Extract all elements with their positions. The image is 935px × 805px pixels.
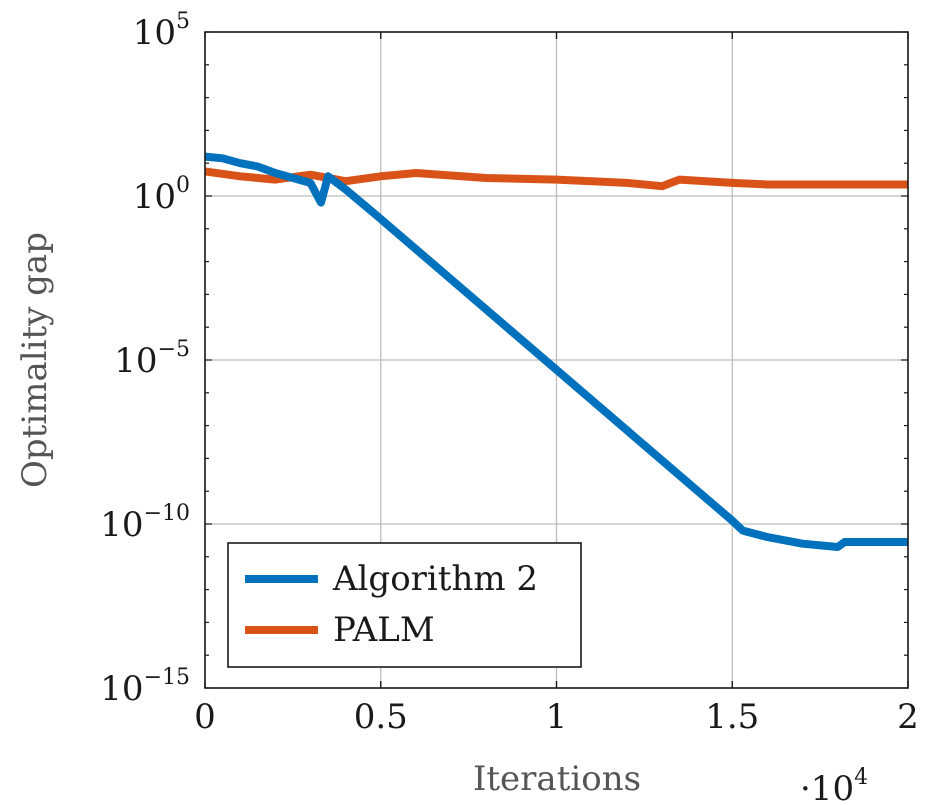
x-tick-label-1: 0.5 xyxy=(354,697,408,737)
y-tick-label-2: 10−5 xyxy=(114,337,190,381)
y-tick-label-1: 100 xyxy=(133,173,190,217)
x-tick-labels: 0 0.5 1 1.5 2 xyxy=(194,697,919,737)
legend: Algorithm 2 PALM xyxy=(227,542,582,668)
y-tick-base: 10 xyxy=(114,341,157,381)
y-tick-label-0: 105 xyxy=(133,9,190,53)
series-layer xyxy=(204,152,908,551)
y-tick-exp: 5 xyxy=(176,9,190,34)
legend-box xyxy=(227,542,582,668)
y-tick-base: 10 xyxy=(133,177,176,217)
y-tick-exp: −10 xyxy=(144,501,190,526)
tick-marks xyxy=(204,31,909,689)
y-tick-label-3: 10−10 xyxy=(100,501,190,545)
y-tick-exp: −15 xyxy=(144,665,190,690)
y-axis-label: Optimality gap xyxy=(15,232,55,488)
x-multiplier-exp: 4 xyxy=(854,765,868,790)
x-multiplier-base: ·10 xyxy=(800,769,854,805)
y-tick-exp: −5 xyxy=(158,337,190,362)
x-tick-label-2: 1 xyxy=(546,697,568,737)
y-tick-label-4: 10−15 xyxy=(100,665,190,709)
y-tick-base: 10 xyxy=(100,505,143,545)
legend-label-palm: PALM xyxy=(333,610,435,650)
y-tick-base: 10 xyxy=(100,669,143,709)
x-axis-label: Iterations xyxy=(473,759,641,799)
x-tick-label-3: 1.5 xyxy=(705,697,759,737)
x-tick-label-0: 0 xyxy=(194,697,216,737)
series-line-algorithm-2 xyxy=(204,152,908,551)
x-tick-label-4: 2 xyxy=(897,697,919,737)
legend-label-algorithm-2: Algorithm 2 xyxy=(332,559,538,599)
y-tick-base: 10 xyxy=(133,13,176,53)
x-multiplier: ·104 xyxy=(800,765,868,805)
y-tick-exp: 0 xyxy=(176,173,190,198)
